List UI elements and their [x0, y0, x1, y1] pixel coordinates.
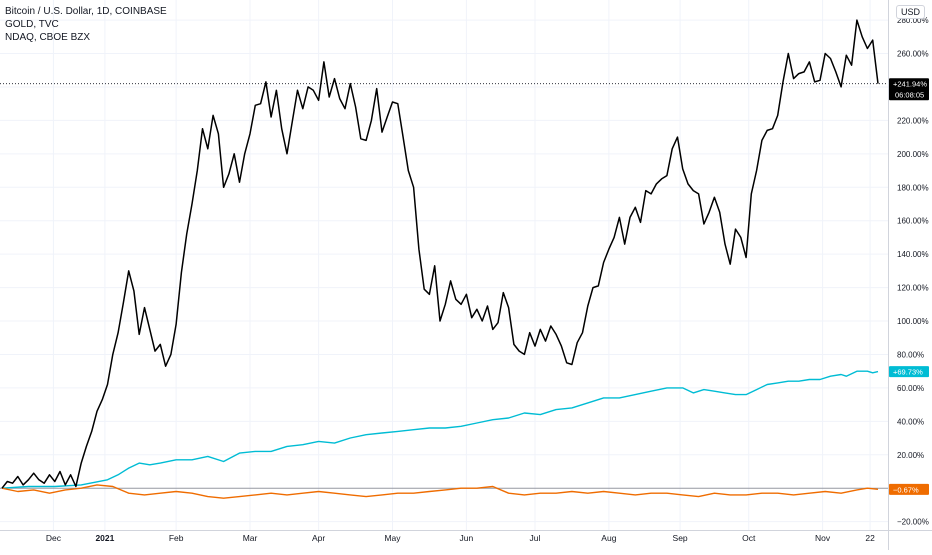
last-value-label: −0.67% [893, 485, 919, 494]
last-value-tag [889, 366, 929, 378]
x-tick-label: Dec [46, 533, 62, 543]
y-tick-label: 120.00% [897, 284, 929, 293]
legend-gold[interactable]: GOLD, TVC [5, 19, 59, 30]
y-tick-label: 220.00% [897, 116, 929, 125]
y-tick-label: 180.00% [897, 183, 929, 192]
x-tick-label: Feb [169, 533, 184, 543]
y-tick-label: 200.00% [897, 150, 929, 159]
x-tick-label: Apr [312, 533, 325, 543]
y-tick-label: 60.00% [897, 384, 924, 393]
series-layer [1, 19, 879, 499]
grid-layer [0, 0, 888, 530]
y-tick-label: 40.00% [897, 417, 924, 426]
chart-legend: Bitcoin / U.S. Dollar, 1D, COINBASE GOLD… [5, 5, 167, 44]
last-value-label: +241.94% [893, 80, 927, 89]
y-tick-label: −20.00% [897, 518, 929, 527]
series-line [1, 370, 879, 489]
y-tick-label: 80.00% [897, 350, 924, 359]
currency-button[interactable]: USD [895, 5, 925, 19]
series-line [1, 484, 879, 499]
x-tick-label: May [384, 533, 401, 543]
legend-bitcoin[interactable]: Bitcoin / U.S. Dollar, 1D, COINBASE [5, 6, 167, 17]
x-tick-label: Jul [530, 533, 541, 543]
x-tick-label: Mar [243, 533, 258, 543]
series-line [1, 19, 879, 489]
x-tick-label: Jun [460, 533, 474, 543]
x-tick-label: Aug [601, 533, 616, 543]
y-tick-label: 160.00% [897, 217, 929, 226]
x-tick-label: 2021 [95, 533, 114, 543]
x-tick-label: Nov [815, 533, 831, 543]
x-tick-label: Sep [673, 533, 688, 543]
x-tick-label: 22 [865, 533, 875, 543]
last-value-tag [889, 483, 929, 495]
x-tick-label: Oct [742, 533, 756, 543]
y-tick-label: 260.00% [897, 50, 929, 59]
countdown-label: 06:08:05 [895, 91, 924, 100]
y-tick-label: 20.00% [897, 451, 924, 460]
y-tick-label: 280.00% [897, 16, 929, 25]
y-tick-label: 140.00% [897, 250, 929, 259]
legend-ndaq[interactable]: NDAQ, CBOE BZX [5, 32, 91, 43]
last-value-label: +69.73% [893, 368, 923, 377]
last-value-tag [889, 78, 929, 101]
y-tick-label: 100.00% [897, 317, 929, 326]
